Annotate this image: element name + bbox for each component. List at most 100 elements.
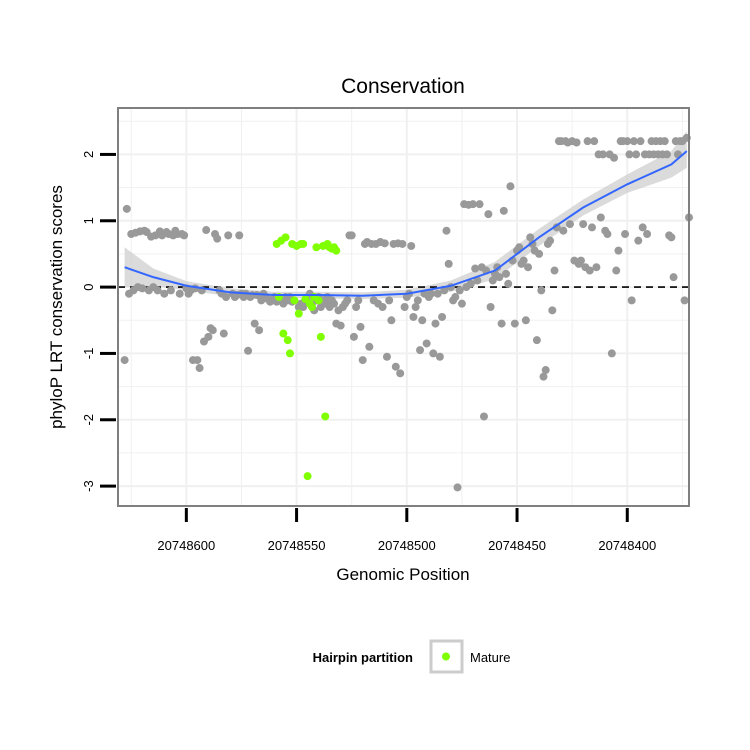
point-other [592, 263, 601, 272]
point-other [330, 299, 339, 308]
point-other [180, 231, 189, 240]
grid-lines [118, 108, 689, 506]
point-mature [332, 246, 341, 255]
point-other [416, 346, 425, 355]
point-other [409, 312, 418, 321]
point-other [166, 286, 175, 295]
point-other [453, 483, 462, 492]
point-other [422, 339, 431, 348]
y-tick-label: 1 [81, 217, 96, 224]
point-other [396, 369, 405, 378]
point-other [429, 349, 438, 358]
legend: Hairpin partition Mature [313, 639, 510, 674]
point-other [625, 150, 634, 159]
point-mature [283, 336, 292, 345]
point-other [466, 279, 475, 288]
point-other [120, 356, 129, 365]
point-mature [316, 332, 325, 341]
point-other [398, 239, 407, 248]
point-other [224, 231, 233, 240]
point-other [623, 137, 632, 146]
point-other [380, 239, 389, 248]
point-other [572, 138, 581, 147]
point-other [385, 296, 394, 305]
point-mature [294, 309, 303, 318]
point-other [255, 326, 264, 335]
point-other [634, 236, 643, 245]
point-other [515, 243, 524, 252]
data-points [120, 133, 693, 492]
point-other [629, 137, 638, 146]
point-other [643, 230, 652, 239]
point-other [235, 231, 244, 240]
point-other [471, 264, 480, 273]
point-other [457, 299, 466, 308]
x-tick-label: 20748450 [488, 538, 546, 553]
point-other [387, 316, 396, 325]
x-axis-ticks: 20748600 20748550 20748500 20748450 20748400 [157, 508, 656, 553]
point-other [565, 220, 574, 229]
point-other [521, 316, 530, 325]
point-other [607, 349, 616, 358]
point-other [222, 293, 231, 302]
point-other [552, 223, 561, 232]
point-other [475, 200, 484, 209]
point-other [411, 303, 420, 311]
point-other [669, 273, 678, 282]
point-other [638, 223, 647, 232]
point-other [632, 150, 641, 159]
point-mature [321, 412, 330, 421]
point-other [539, 372, 548, 381]
point-other [138, 284, 147, 293]
point-mature [285, 349, 294, 358]
point-other [433, 289, 442, 298]
smooth-trend-line [124, 150, 688, 297]
point-other [488, 276, 497, 285]
point-other [585, 266, 594, 275]
point-other [662, 150, 671, 159]
point-other [193, 356, 202, 365]
point-other [486, 303, 495, 311]
point-other [548, 306, 557, 315]
point-other [122, 204, 131, 213]
confidence-ribbon [124, 131, 687, 300]
x-tick-label: 20748550 [268, 538, 326, 553]
point-other [596, 213, 605, 222]
point-other [532, 336, 541, 345]
point-other [599, 150, 608, 159]
point-mature [290, 296, 299, 305]
point-other [336, 321, 345, 330]
point-other [442, 226, 451, 235]
point-other [204, 332, 213, 341]
point-other [202, 226, 211, 235]
point-other [627, 296, 636, 305]
y-tick-label: 2 [81, 151, 96, 158]
point-other [612, 266, 621, 275]
y-axis-title: phyloP LRT conservation scores [47, 185, 66, 429]
point-other [636, 137, 645, 146]
point-other [418, 316, 427, 325]
point-other [250, 319, 259, 328]
point-mature [279, 329, 288, 338]
point-other [400, 303, 409, 311]
point-other [550, 266, 559, 275]
y-tick-label: -1 [81, 348, 96, 360]
point-other [244, 346, 253, 355]
point-other [468, 200, 477, 209]
point-other [510, 319, 519, 328]
point-other [535, 249, 544, 258]
y-axis-ticks: 2 1 0 -1 -2 -3 [81, 151, 116, 492]
point-other [175, 289, 184, 298]
point-other [541, 366, 550, 375]
x-tick-label: 20748600 [157, 538, 215, 553]
point-other [354, 296, 363, 305]
point-other [440, 286, 449, 295]
point-other [352, 303, 361, 311]
point-other [499, 206, 508, 215]
point-other [587, 223, 596, 232]
point-mature [303, 472, 312, 481]
x-axis-title: Genomic Position [336, 565, 469, 584]
point-other [438, 312, 447, 321]
